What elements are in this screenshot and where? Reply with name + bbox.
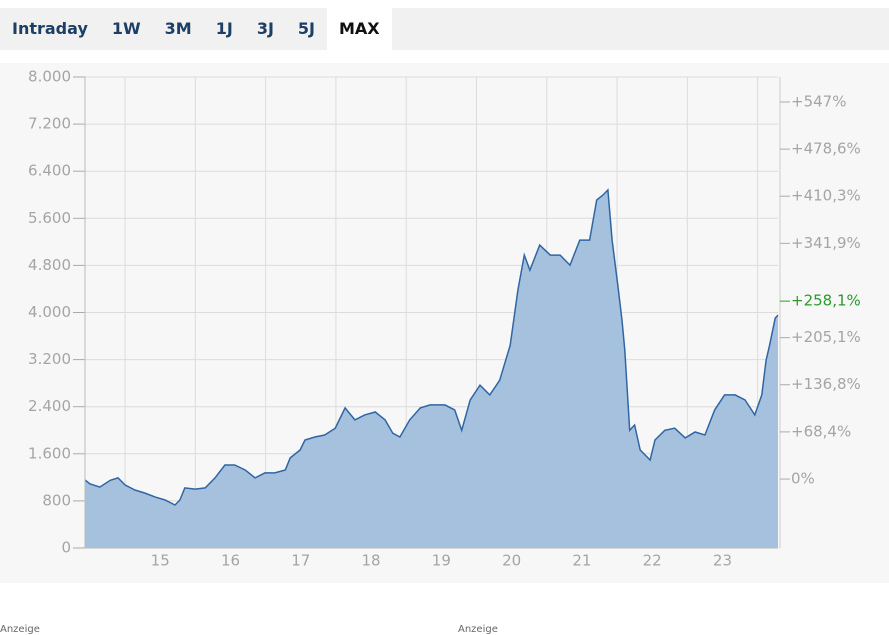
y-tick-label: 1.600	[28, 444, 71, 462]
x-tick-label: 15	[151, 552, 170, 570]
y-tick-label: 8.000	[28, 68, 71, 86]
x-tick-label: 22	[643, 552, 662, 570]
range-tab[interactable]: MAX	[327, 8, 392, 50]
y-tick-label: 0	[61, 539, 71, 557]
price-line	[84, 188, 779, 506]
x-tick-label: 20	[502, 552, 521, 570]
y2-tick-label: +478,6%	[791, 140, 861, 158]
y2-tick-label: 0%	[791, 470, 815, 488]
range-tab[interactable]: 3M	[164, 19, 192, 38]
chart: 0 800 1.600 2.400 3.200 4.000 4.800 5.600 6.400 7…	[0, 63, 889, 583]
tab-bar: Intraday 1W 3M 1J 3J 5J MAX	[0, 8, 889, 50]
y2-tick-label: +547%	[791, 92, 846, 110]
y-tick-label: 4.800	[28, 256, 71, 274]
y-tick-label: 2.400	[28, 397, 71, 415]
y2-tick-label: +205,1%	[791, 328, 861, 346]
range-tab[interactable]: 3J	[256, 19, 274, 38]
y-tick-label: 800	[42, 491, 71, 509]
x-tick-label: 23	[713, 552, 732, 570]
x-tick-label: 19	[432, 552, 451, 570]
ad-label: Anzeige	[0, 624, 40, 635]
y2-tick-label: +136,8%	[791, 375, 861, 393]
ad-label: Anzeige	[458, 624, 498, 635]
x-tick-label: 17	[291, 552, 310, 570]
range-tab[interactable]: 5J	[297, 19, 315, 38]
range-tab[interactable]: Intraday	[12, 19, 88, 38]
y-tick-label: 5.600	[28, 209, 71, 227]
y-tick-label: 6.400	[28, 162, 71, 180]
y-tick-label: 7.200	[28, 115, 71, 133]
price-area	[85, 190, 778, 548]
y2-tick-label: +341,9%	[791, 234, 861, 252]
range-tab[interactable]: 1W	[111, 19, 141, 38]
x-tick-label: 21	[572, 552, 591, 570]
x-tick-label: 16	[221, 552, 240, 570]
x-tick-label: 18	[362, 552, 381, 570]
current-change-label: +258,1%	[791, 292, 861, 310]
y2-tick-label: +410,3%	[791, 187, 861, 205]
range-tab[interactable]: 1J	[215, 19, 233, 38]
y2-tick-label: +68,4%	[791, 422, 851, 440]
y-tick-label: 4.000	[28, 303, 71, 321]
y-tick-label: 3.200	[28, 350, 71, 368]
